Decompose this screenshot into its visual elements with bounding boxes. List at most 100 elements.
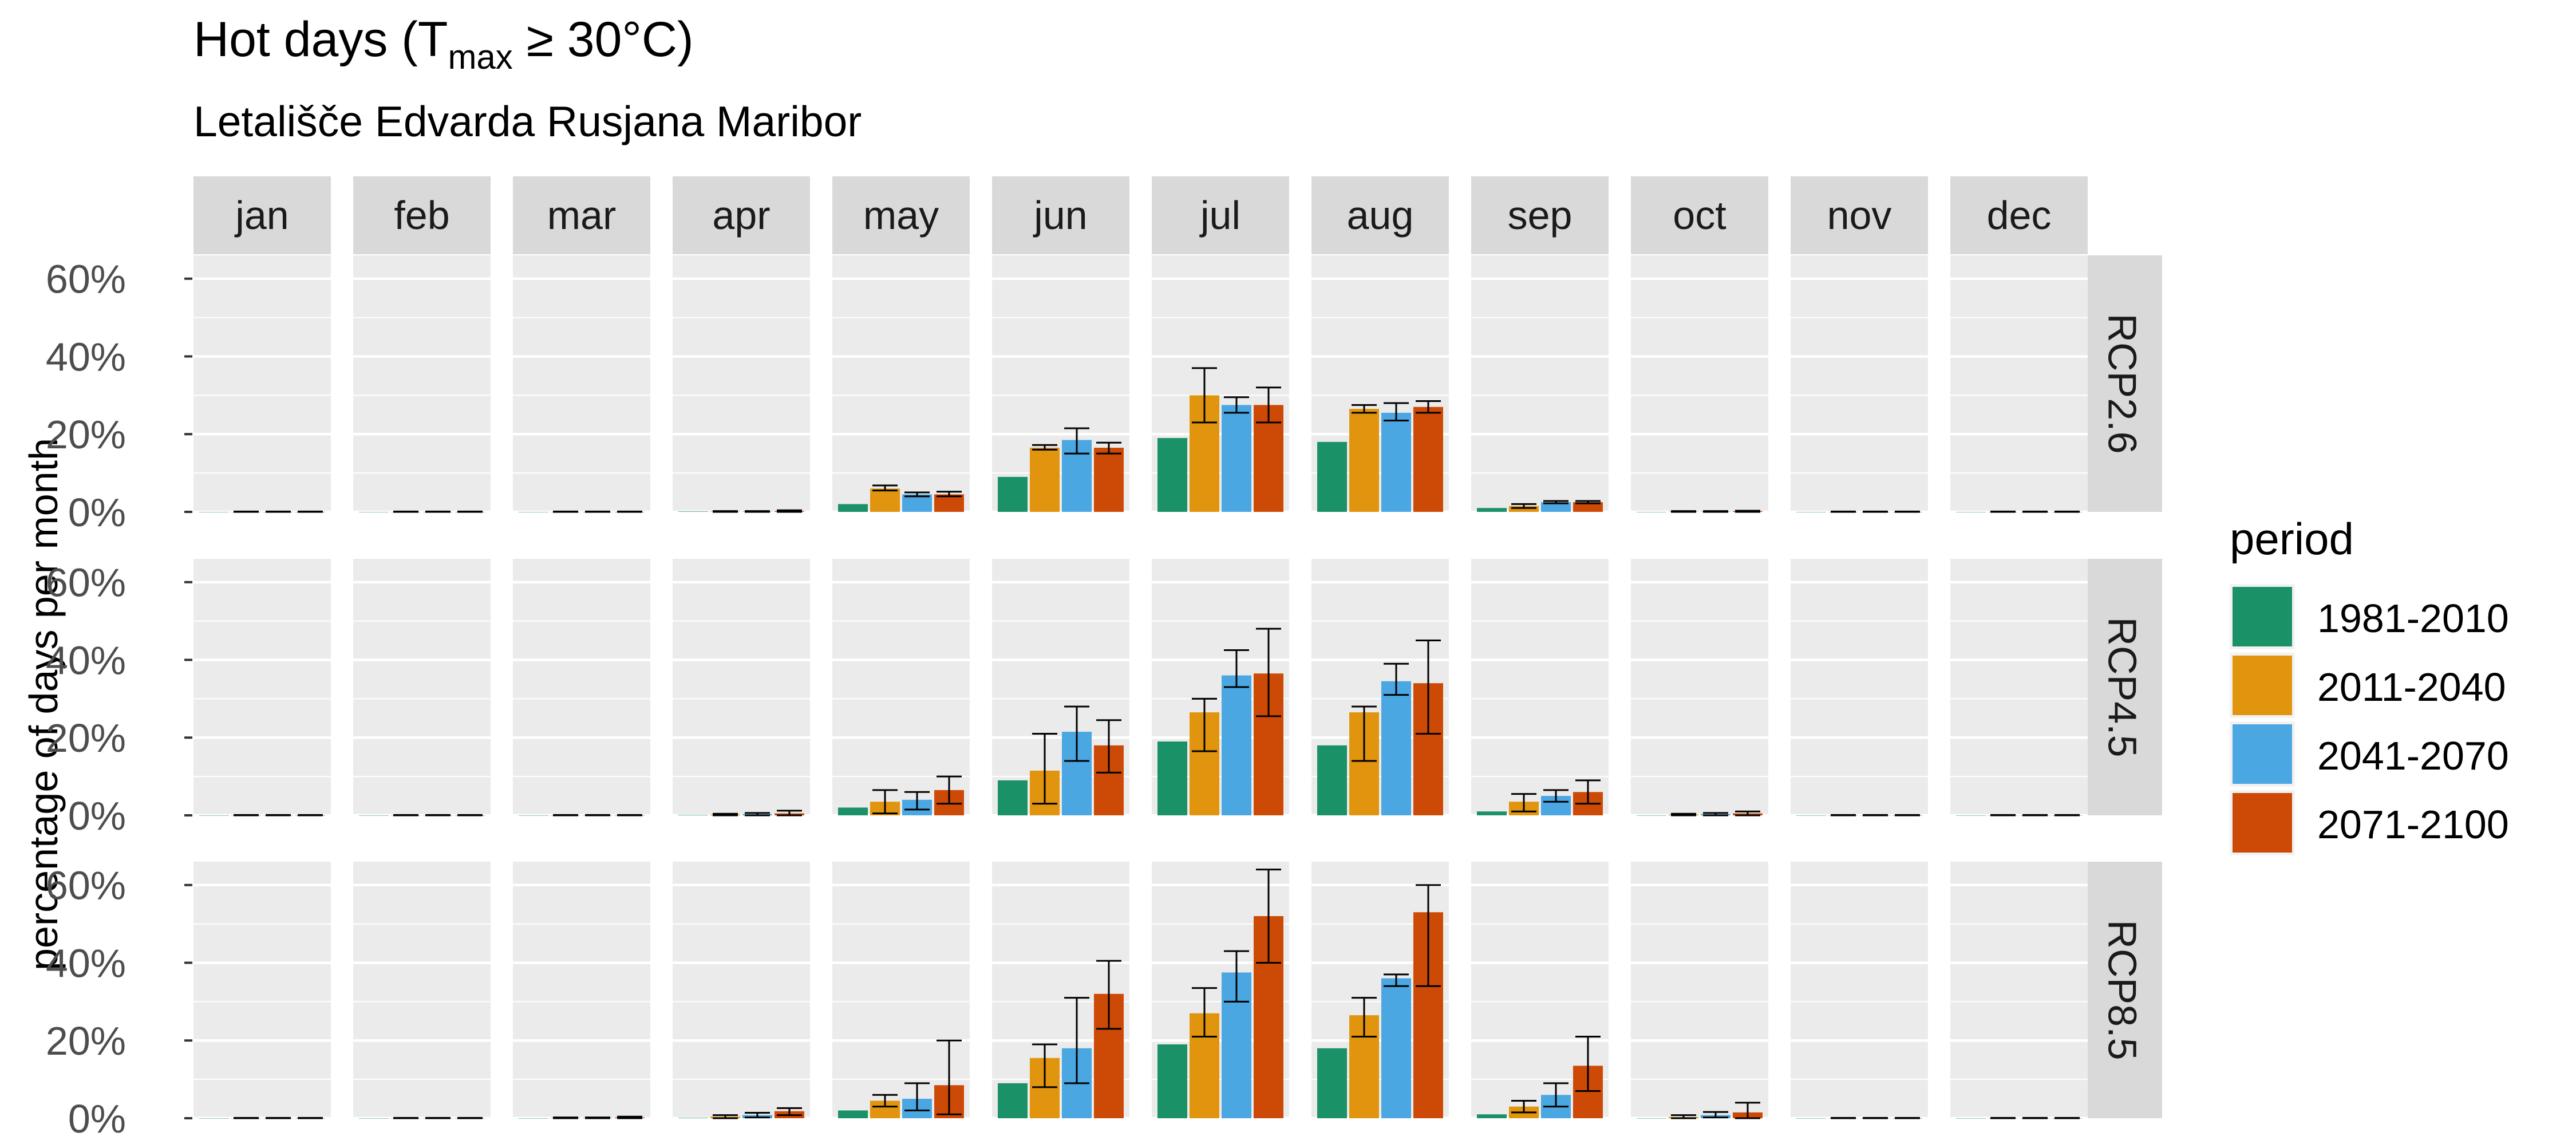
bar — [870, 488, 900, 512]
month-strip-label: sep — [1508, 193, 1573, 238]
scenario-strip-label: RCP4.5 — [2100, 617, 2145, 757]
month-strip-label: apr — [712, 193, 770, 238]
month-strip — [1152, 176, 1289, 254]
month-strip-label: may — [863, 193, 939, 238]
month-strip-label: aug — [1347, 193, 1414, 238]
scenario-strip — [2084, 559, 2162, 815]
scenario-strip-label: RCP2.6 — [2100, 313, 2145, 453]
legend-label: 1981-2010 — [2317, 596, 2509, 641]
bar — [1157, 741, 1187, 815]
bar — [199, 1118, 229, 1119]
month-strip-label: oct — [1673, 193, 1726, 238]
y-tick-label: 40% — [46, 638, 126, 683]
bar — [838, 1110, 868, 1118]
month-strip — [1631, 176, 1768, 254]
panel-background — [193, 255, 331, 512]
panel-background — [1631, 862, 1768, 1118]
panel-background — [353, 862, 491, 1118]
y-tick-label: 20% — [46, 716, 126, 760]
month-strip — [1950, 176, 2088, 254]
bar — [838, 504, 868, 512]
month-strip — [513, 176, 650, 254]
bar — [1317, 745, 1347, 815]
bar — [1796, 815, 1826, 816]
bar — [838, 807, 868, 815]
bar — [1637, 1118, 1666, 1119]
panel-background — [513, 559, 650, 815]
bar — [1509, 506, 1539, 512]
legend-swatch — [2233, 793, 2292, 853]
panel-background — [193, 559, 331, 815]
panel-background — [513, 862, 650, 1118]
panel-background — [1631, 559, 1768, 815]
bar — [902, 494, 932, 512]
panel-background — [673, 862, 810, 1118]
chart-title-subscript: max — [448, 38, 512, 76]
month-strip-label: jun — [1033, 193, 1087, 238]
bar — [1317, 441, 1347, 512]
panel-background — [1791, 862, 1928, 1118]
legend-label: 2011-2040 — [2317, 665, 2506, 709]
bar — [1796, 1118, 1826, 1119]
panel-background — [1791, 255, 1928, 512]
chart-title-main: Hot days (T — [193, 12, 448, 67]
month-strip-label: mar — [547, 193, 617, 238]
bar — [1637, 815, 1666, 816]
y-tick-label: 20% — [46, 412, 126, 457]
bar — [1413, 407, 1443, 512]
month-strip-label: feb — [394, 193, 449, 238]
chart-subtitle: Letališče Edvarda Rusjana Maribor — [193, 97, 862, 145]
panel-background — [1791, 559, 1928, 815]
bar — [998, 476, 1028, 512]
panel-background — [832, 559, 970, 815]
y-tick-label: 60% — [46, 561, 126, 605]
facet-grid: jan feb mar apr may jun jul aug sep oct nov dec RCP2… — [46, 176, 2162, 1141]
panel-background — [1631, 255, 1768, 512]
bar — [1381, 978, 1411, 1118]
bar — [1030, 448, 1060, 512]
y-tick-label: 40% — [46, 334, 126, 379]
bar — [1222, 675, 1251, 815]
month-strip-label: nov — [1827, 193, 1892, 238]
legend-title: period — [2230, 514, 2354, 564]
bar — [1477, 811, 1507, 815]
month-strip — [1471, 176, 1609, 254]
bar — [1573, 502, 1603, 512]
scenario-strip-label: RCP8.5 — [2100, 920, 2145, 1060]
bar — [1157, 438, 1187, 512]
chart-title-end: ≥ 30°C) — [513, 12, 694, 67]
month-strip-label: dec — [1987, 193, 2052, 238]
y-tick-label: 0% — [68, 1096, 126, 1141]
panel-background — [513, 255, 650, 512]
bar — [998, 1083, 1028, 1118]
panel-background — [1471, 255, 1609, 512]
panel-background — [673, 559, 810, 815]
month-strip-label: jul — [1199, 193, 1240, 238]
legend: period 1981-2010 2011-2040 2041-2070 2071-21… — [2230, 514, 2509, 855]
panel-background — [832, 255, 970, 512]
bar — [359, 1118, 389, 1119]
bar — [1381, 681, 1411, 815]
bar — [1477, 1114, 1507, 1118]
month-strip — [193, 176, 331, 254]
bar — [1541, 502, 1571, 512]
month-strip-label: jan — [234, 193, 289, 238]
panel-background — [1950, 862, 2088, 1118]
panel-background — [673, 255, 810, 512]
bar — [1222, 405, 1251, 512]
bar — [519, 815, 548, 816]
bar — [199, 815, 229, 816]
scenario-strip — [2084, 255, 2162, 512]
scenario-strip — [2084, 862, 2162, 1118]
y-axis-label: percentage of days per month — [21, 438, 66, 971]
panel-background — [1950, 255, 2088, 512]
legend-swatch — [2233, 656, 2292, 715]
y-tick-label: 20% — [46, 1019, 126, 1063]
legend-swatch — [2233, 587, 2292, 646]
bar — [1317, 1048, 1347, 1118]
bar — [1157, 1044, 1187, 1118]
month-strip — [992, 176, 1129, 254]
bar — [1956, 815, 1986, 816]
bar — [934, 494, 964, 512]
